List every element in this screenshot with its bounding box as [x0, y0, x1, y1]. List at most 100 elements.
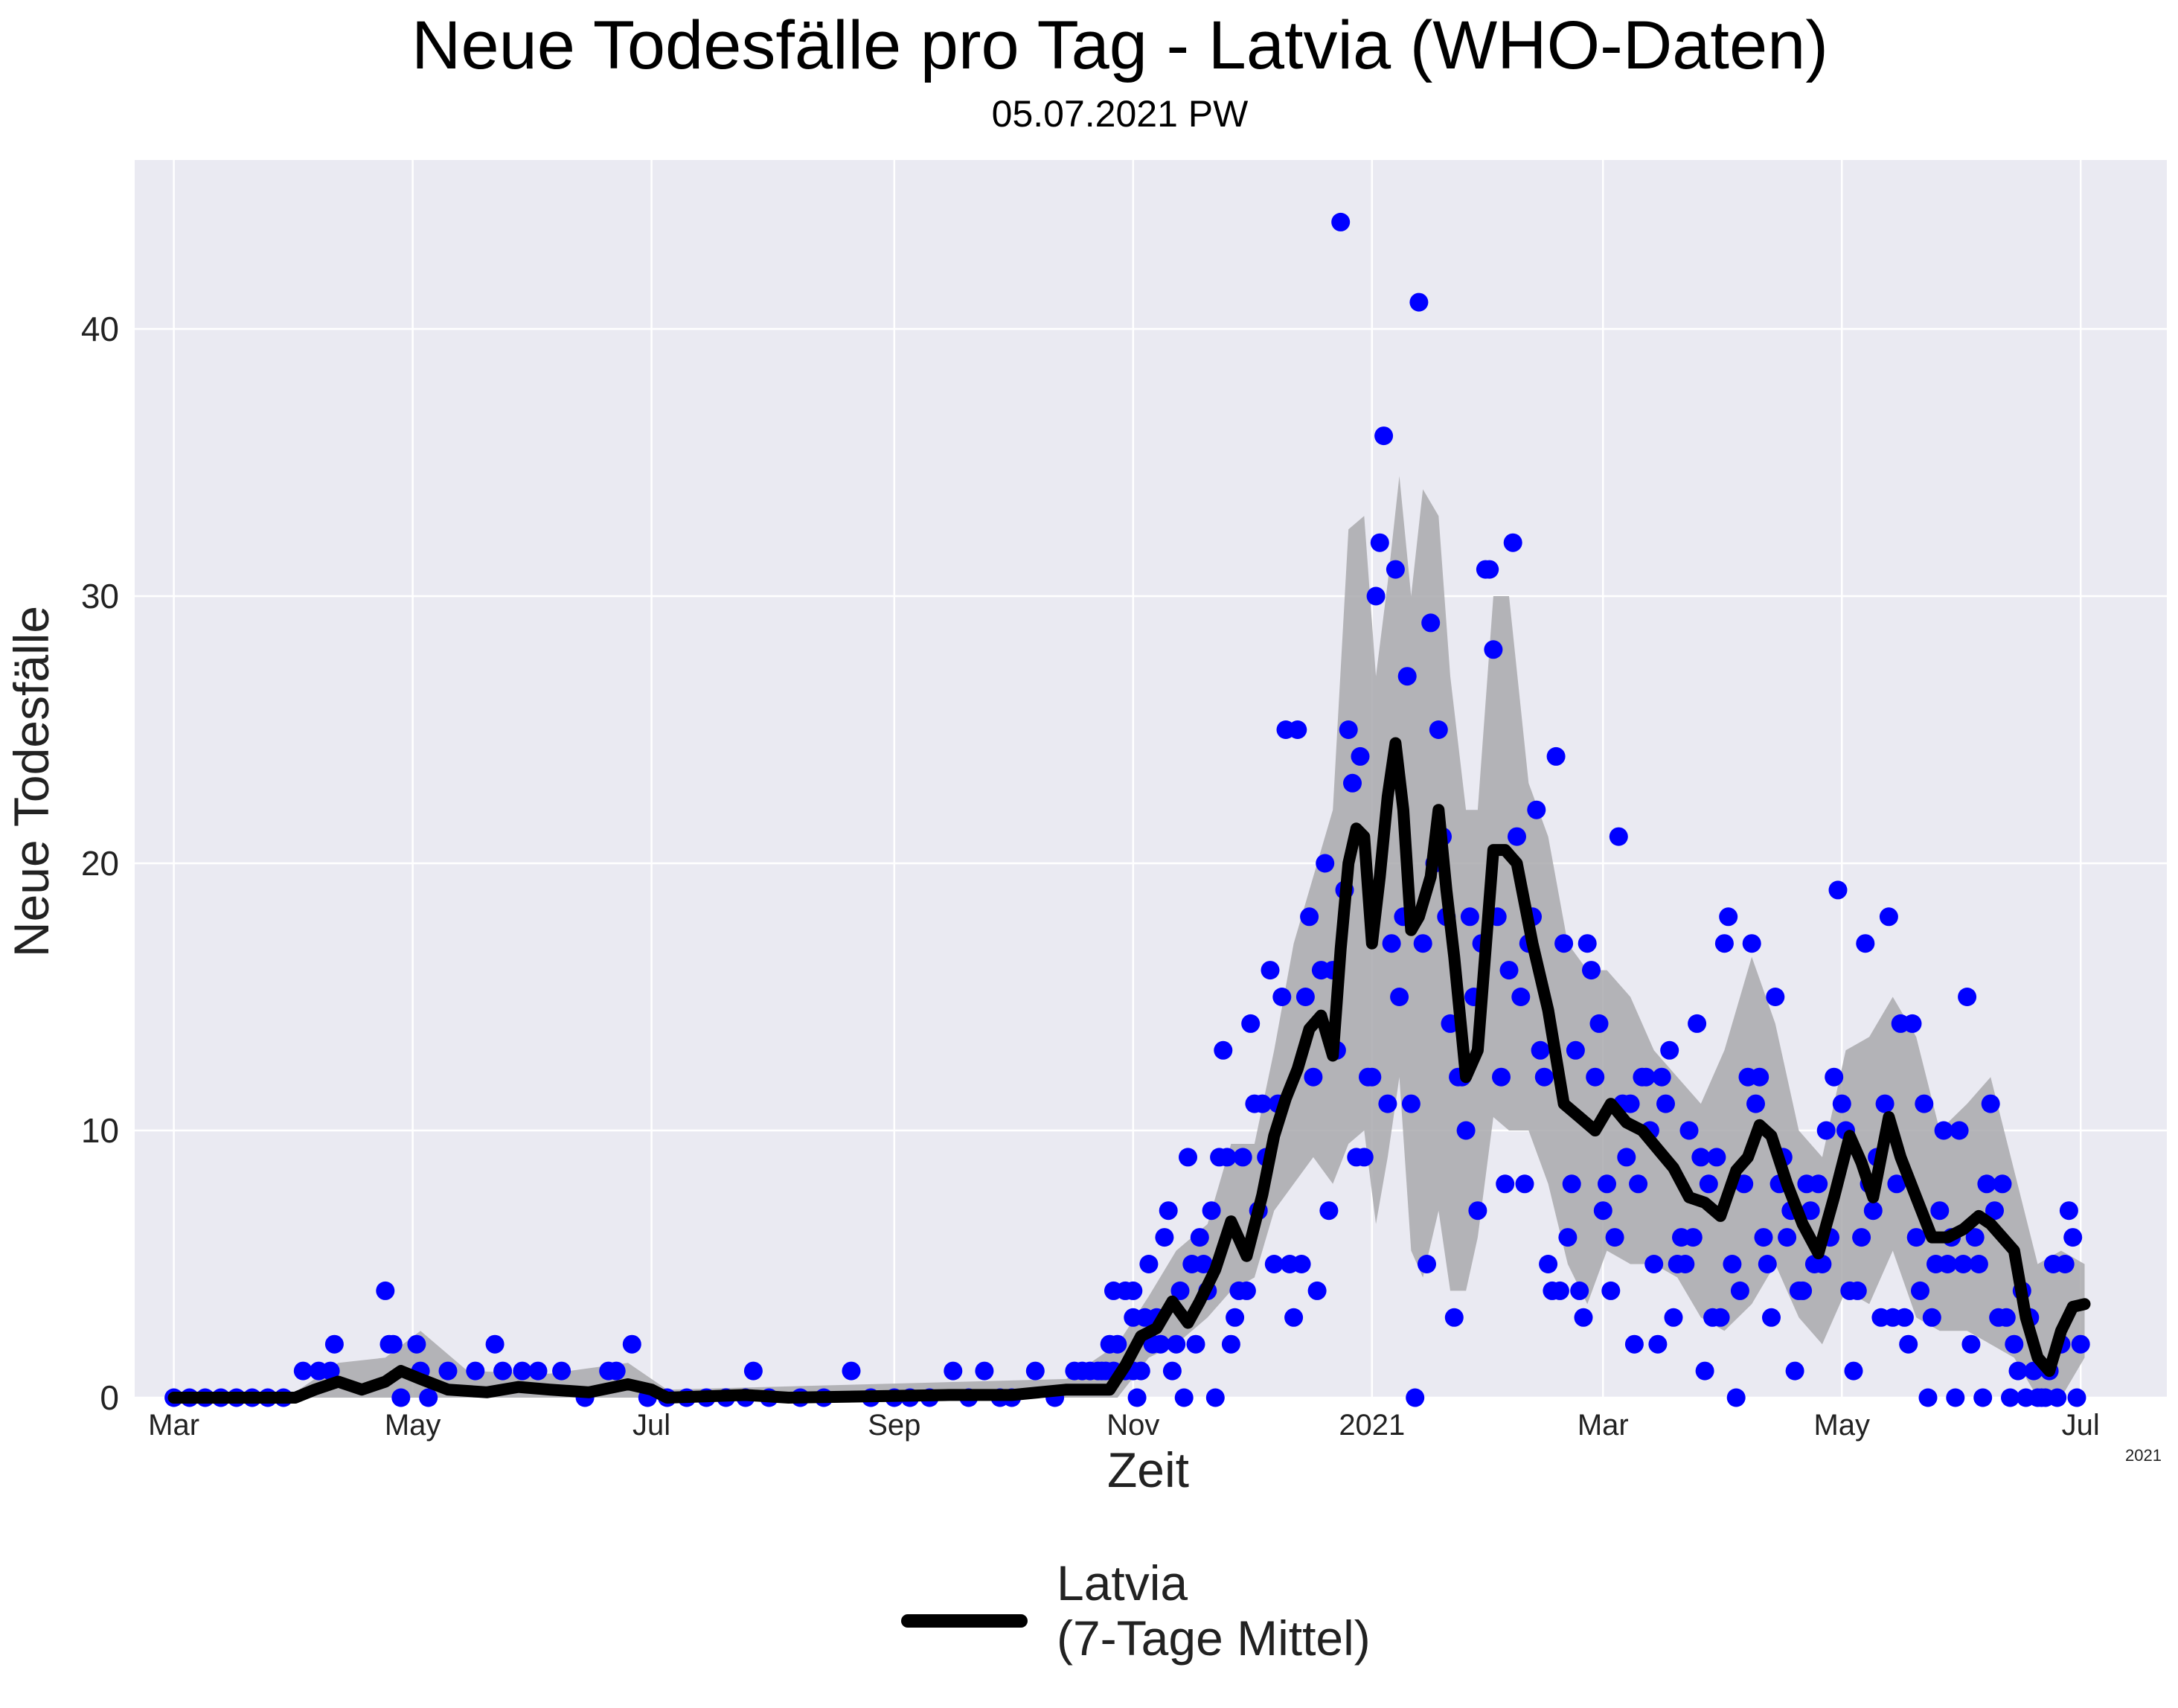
data-point	[1378, 1094, 1397, 1113]
data-point	[552, 1361, 571, 1381]
data-point	[324, 1334, 344, 1354]
data-point	[1205, 1388, 1225, 1407]
data-point	[606, 1361, 626, 1381]
data-point	[2001, 1388, 2020, 1407]
data-point	[1750, 1067, 1769, 1087]
data-point	[1977, 1174, 1996, 1194]
data-point	[1742, 934, 1761, 953]
data-point	[1832, 1094, 1851, 1113]
data-point	[1304, 1067, 1323, 1087]
data-point	[1170, 1281, 1190, 1300]
data-point	[1899, 1334, 1918, 1354]
data-point	[1382, 934, 1401, 953]
data-point	[1801, 1201, 1820, 1221]
data-point	[1723, 1255, 1742, 1273]
data-point	[1586, 1067, 1605, 1087]
data-point	[1288, 720, 1307, 739]
data-point	[1903, 1014, 1922, 1033]
data-point	[1374, 426, 1394, 446]
data-point	[1785, 1361, 1804, 1381]
data-point	[1691, 1148, 1711, 1167]
data-point	[1566, 1040, 1585, 1060]
data-point	[1578, 934, 1597, 953]
data-point	[1233, 1148, 1252, 1167]
data-point	[1421, 613, 1441, 633]
data-point	[1331, 212, 1351, 231]
data-point	[1985, 1201, 2004, 1221]
data-point	[2067, 1388, 2086, 1407]
data-point	[419, 1388, 438, 1407]
data-point	[1825, 1067, 1844, 1087]
data-point	[407, 1334, 426, 1354]
x-tick-label: May	[1813, 1409, 1870, 1442]
data-point	[2055, 1255, 2075, 1273]
data-point	[1202, 1201, 1221, 1221]
data-point	[1894, 1308, 1914, 1327]
data-point	[1906, 1228, 1926, 1247]
data-point	[438, 1361, 458, 1381]
data-point	[1531, 1040, 1550, 1060]
data-point	[1598, 1174, 1616, 1194]
data-point	[1214, 1040, 1233, 1060]
data-point	[1965, 1228, 1985, 1247]
chart-title: Neue Todesfälle pro Tag - Latvia (WHO-Da…	[411, 7, 1828, 83]
data-point	[1370, 533, 1389, 552]
data-point	[1726, 1388, 1746, 1407]
data-point	[1546, 746, 1566, 766]
data-point	[1237, 1281, 1256, 1300]
data-point	[1707, 1148, 1726, 1167]
y-tick-label: 10	[81, 1111, 119, 1150]
x-tick-label: May	[385, 1409, 441, 1442]
data-point	[513, 1361, 532, 1381]
data-point	[1480, 560, 1499, 579]
data-point	[2048, 1388, 2067, 1407]
data-point	[1468, 1201, 1487, 1221]
data-point	[1025, 1361, 1045, 1381]
data-point	[1688, 1014, 1707, 1033]
data-point	[1699, 1174, 1718, 1194]
rolling-mean-line	[167, 737, 2091, 1404]
data-point	[1605, 1228, 1624, 1247]
data-point	[1953, 1255, 1973, 1273]
chart-subtitle: 05.07.2021 PW	[992, 93, 1249, 135]
data-point	[1292, 1255, 1311, 1273]
data-point	[1762, 1308, 1781, 1327]
data-point	[1609, 827, 1628, 846]
data-point	[1139, 1255, 1159, 1273]
data-point	[1527, 800, 1546, 819]
y-axis-ticks: 0 10 20 30 40	[81, 310, 119, 1417]
data-point	[1300, 907, 1319, 927]
data-point	[376, 1281, 395, 1300]
data-point	[1946, 1388, 1965, 1407]
data-point	[1272, 988, 1292, 1006]
data-point	[1852, 1228, 1871, 1247]
data-point	[1981, 1094, 2000, 1113]
data-point	[1151, 1334, 1170, 1354]
data-point	[1918, 1388, 1938, 1407]
data-point	[1848, 1281, 1867, 1300]
data-point	[1343, 773, 1362, 793]
data-point	[1714, 934, 1734, 953]
legend-label: Latvia (7-Tage Mittel)	[1057, 1555, 1371, 1666]
data-point	[944, 1361, 963, 1381]
data-point	[1390, 988, 1409, 1006]
data-point	[293, 1361, 313, 1381]
data-point	[1863, 1201, 1883, 1221]
data-point	[1284, 1308, 1304, 1327]
data-point	[1601, 1281, 1621, 1300]
data-point	[1429, 720, 1448, 739]
data-point	[1499, 961, 1519, 980]
data-point	[1397, 667, 1417, 686]
data-point	[1758, 1255, 1777, 1273]
data-point	[1508, 827, 1526, 846]
data-point	[1316, 854, 1335, 873]
data-point	[1973, 1388, 1993, 1407]
x-tick-label: Sep	[868, 1409, 920, 1442]
data-point	[2008, 1361, 2028, 1381]
data-point	[1550, 1281, 1569, 1300]
data-point	[1351, 746, 1370, 766]
data-point	[1624, 1334, 1644, 1354]
data-point	[1217, 1148, 1237, 1167]
data-point	[1676, 1255, 1695, 1273]
y-tick-label: 40	[81, 310, 119, 348]
